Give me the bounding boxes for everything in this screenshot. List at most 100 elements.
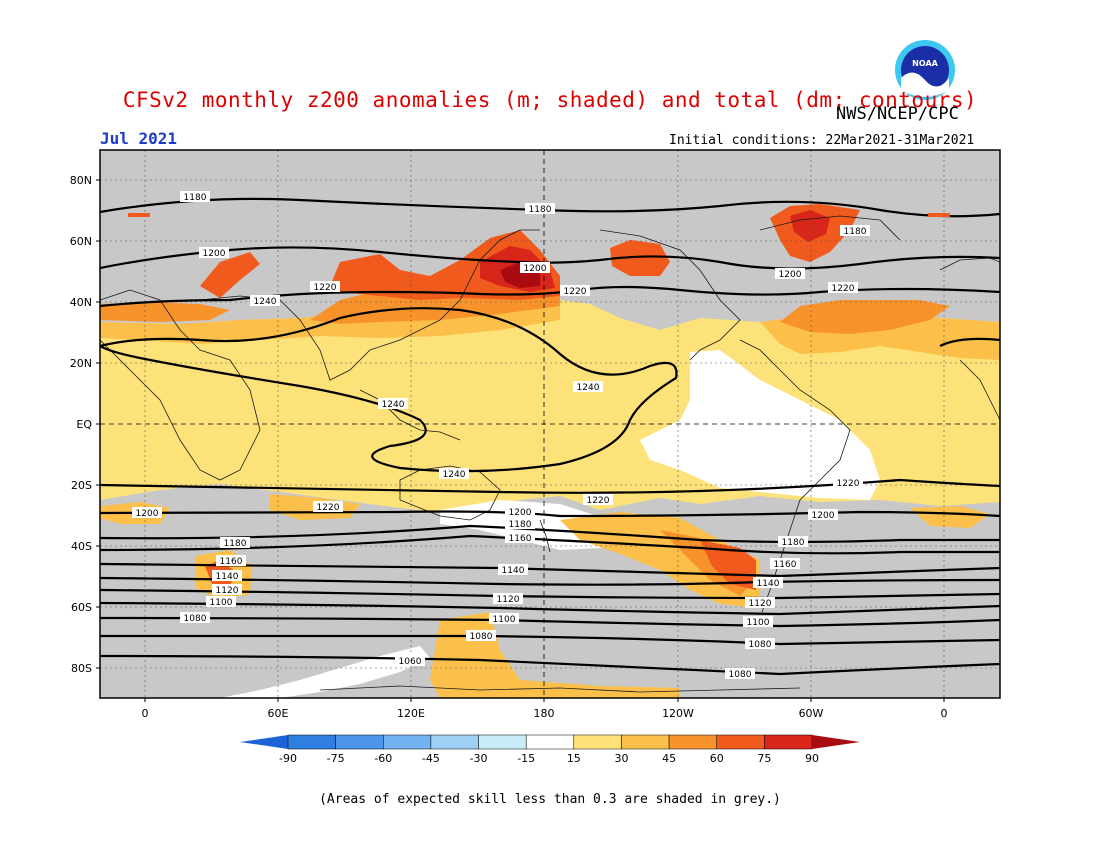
contour-label-1220-s2: 1220 bbox=[833, 477, 863, 489]
lon-label: 0 bbox=[142, 707, 149, 720]
contour-label: 1220 bbox=[564, 287, 587, 297]
lat-label: 20S bbox=[71, 479, 92, 492]
latitude-axis: 80N 60N 40N 20N EQ 20S 40S 60S 80S bbox=[70, 174, 93, 675]
contour-label: 1220 bbox=[832, 284, 855, 294]
contour-label: 1220 bbox=[317, 503, 340, 513]
contour-label: 1100 bbox=[493, 615, 516, 625]
contour-label: 1220 bbox=[587, 496, 610, 506]
colorbar-cell bbox=[383, 734, 432, 750]
contour-label: 1180 bbox=[184, 193, 207, 203]
contour-label: 1180 bbox=[844, 227, 867, 237]
anomaly-60-75-europe bbox=[200, 252, 260, 298]
anomaly-60-75-alaska bbox=[610, 240, 670, 276]
contour-label: 1140 bbox=[757, 579, 780, 589]
colorbar-cell bbox=[716, 734, 765, 750]
contour-label-1220-n3: 1220 bbox=[828, 282, 858, 294]
lat-label: EQ bbox=[76, 418, 92, 431]
map-canvas: 1180 1180 1180 1200 1200 1200 1220 1220 … bbox=[100, 150, 1000, 698]
colorbar-tick-label: 60 bbox=[710, 752, 724, 765]
skill-footnote: (Areas of expected skill less than 0.3 a… bbox=[319, 792, 781, 807]
contour-label-1220-s: 1220 bbox=[583, 494, 613, 506]
lon-label: 60E bbox=[268, 707, 289, 720]
contour-label: 1180 bbox=[529, 205, 552, 215]
colorbar-tick-label: 75 bbox=[757, 752, 771, 765]
contour-label-1080-s: 1080 bbox=[180, 612, 210, 624]
lon-label: 120E bbox=[397, 707, 425, 720]
contour-label-1200-s3: 1200 bbox=[808, 509, 838, 521]
contour-label-1160-s2: 1160 bbox=[216, 555, 246, 567]
contour-label-1080-s4: 1080 bbox=[725, 668, 755, 680]
chart-title: CFSv2 monthly z200 anomalies (m; shaded)… bbox=[122, 88, 978, 112]
contour-label-1160-s3: 1160 bbox=[770, 558, 800, 570]
contour-label: 1080 bbox=[729, 670, 752, 680]
anomaly-45-60-europe bbox=[100, 302, 230, 322]
lat-label: 40S bbox=[71, 540, 92, 553]
agency-label: NWS/NCEP/CPC bbox=[836, 104, 959, 124]
contour-label: 1080 bbox=[470, 632, 493, 642]
contour-label: 1060 bbox=[399, 657, 422, 667]
anomaly-45-60-atlantic bbox=[780, 300, 950, 334]
lat-label: 60N bbox=[70, 235, 92, 248]
axis-ticks bbox=[96, 179, 945, 702]
colorbar-tick-label: -45 bbox=[422, 752, 440, 765]
contour-label-1160-s: 1160 bbox=[505, 532, 535, 544]
contour-label-1200-n3: 1200 bbox=[775, 268, 805, 280]
contour-label-1140-s3: 1140 bbox=[753, 577, 783, 589]
lon-label: 120W bbox=[662, 707, 694, 720]
contour-label-1100-s3: 1100 bbox=[743, 616, 773, 628]
colorbar-cell bbox=[287, 734, 336, 750]
height-contours bbox=[100, 197, 1000, 676]
contour-label-1200-n2: 1200 bbox=[520, 262, 550, 274]
colorbar: -90 -75 -60 -45 -30 -15 15 30 45 60 75 90 bbox=[240, 734, 860, 765]
contour-label: 1220 bbox=[314, 283, 337, 293]
noaa-logo-text: NOAA bbox=[912, 59, 938, 68]
contour-label-1240-t2: 1240 bbox=[378, 398, 408, 410]
colorbar-cells bbox=[287, 734, 813, 750]
contour-label-1180-s: 1180 bbox=[505, 518, 535, 530]
contour-label-1200-n: 1200 bbox=[199, 247, 229, 259]
contour-label: 1220 bbox=[837, 479, 860, 489]
contour-label-1180-s2: 1180 bbox=[220, 537, 250, 549]
contour-label-1060-s: 1060 bbox=[395, 655, 425, 667]
colorbar-arrow-left bbox=[240, 735, 288, 749]
lat-label: 20N bbox=[70, 357, 92, 370]
contour-label: 1200 bbox=[136, 509, 159, 519]
contour-label-1120-s: 1120 bbox=[212, 584, 242, 596]
contour-label: 1200 bbox=[524, 264, 547, 274]
contour-label: 1180 bbox=[509, 520, 532, 530]
colorbar-cell bbox=[668, 734, 717, 750]
edge-anomaly-marker-east bbox=[928, 213, 950, 217]
lat-label: 40N bbox=[70, 296, 92, 309]
contour-label: 1120 bbox=[749, 599, 772, 609]
contour-label: 1160 bbox=[509, 534, 532, 544]
contour-label-1180-n: 1180 bbox=[180, 191, 210, 203]
lon-label: 60W bbox=[799, 707, 824, 720]
lat-label: 80S bbox=[71, 662, 92, 675]
contour-label-1220-n: 1220 bbox=[310, 281, 340, 293]
contour-label-1100-s: 1100 bbox=[206, 596, 236, 608]
colorbar-tick-label: -75 bbox=[327, 752, 345, 765]
contour-label-1120-s2: 1120 bbox=[493, 593, 523, 605]
contour-label-1140-s: 1140 bbox=[212, 570, 242, 582]
contour-label-1120-s3: 1120 bbox=[745, 597, 775, 609]
lat-label: 80N bbox=[70, 174, 92, 187]
contour-label-1080-s2: 1080 bbox=[466, 630, 496, 642]
contour-label: 1240 bbox=[577, 383, 600, 393]
contour-label-1180-n2: 1180 bbox=[525, 203, 555, 215]
contour-label-1240-n: 1240 bbox=[250, 295, 280, 307]
contour-label-1080-s3: 1080 bbox=[745, 638, 775, 650]
colorbar-tick-labels: -90 -75 -60 -45 -30 -15 15 30 45 60 75 90 bbox=[279, 752, 819, 765]
initial-conditions: Initial conditions: 22Mar2021-31Mar2021 bbox=[669, 133, 975, 148]
contour-label: 1180 bbox=[782, 538, 805, 548]
contour-label-1240-t3: 1240 bbox=[439, 468, 469, 480]
contour-label: 1200 bbox=[812, 511, 835, 521]
colorbar-tick-label: -60 bbox=[374, 752, 392, 765]
noaa-logo: NOAA bbox=[895, 40, 955, 100]
lon-label: 0 bbox=[941, 707, 948, 720]
contour-label-1140-s2: 1140 bbox=[498, 564, 528, 576]
contour-label: 1100 bbox=[747, 618, 770, 628]
contour-label: 1100 bbox=[210, 598, 233, 608]
colorbar-tick-label: -30 bbox=[470, 752, 488, 765]
colorbar-cell bbox=[478, 734, 527, 750]
contour-label: 1140 bbox=[216, 572, 239, 582]
